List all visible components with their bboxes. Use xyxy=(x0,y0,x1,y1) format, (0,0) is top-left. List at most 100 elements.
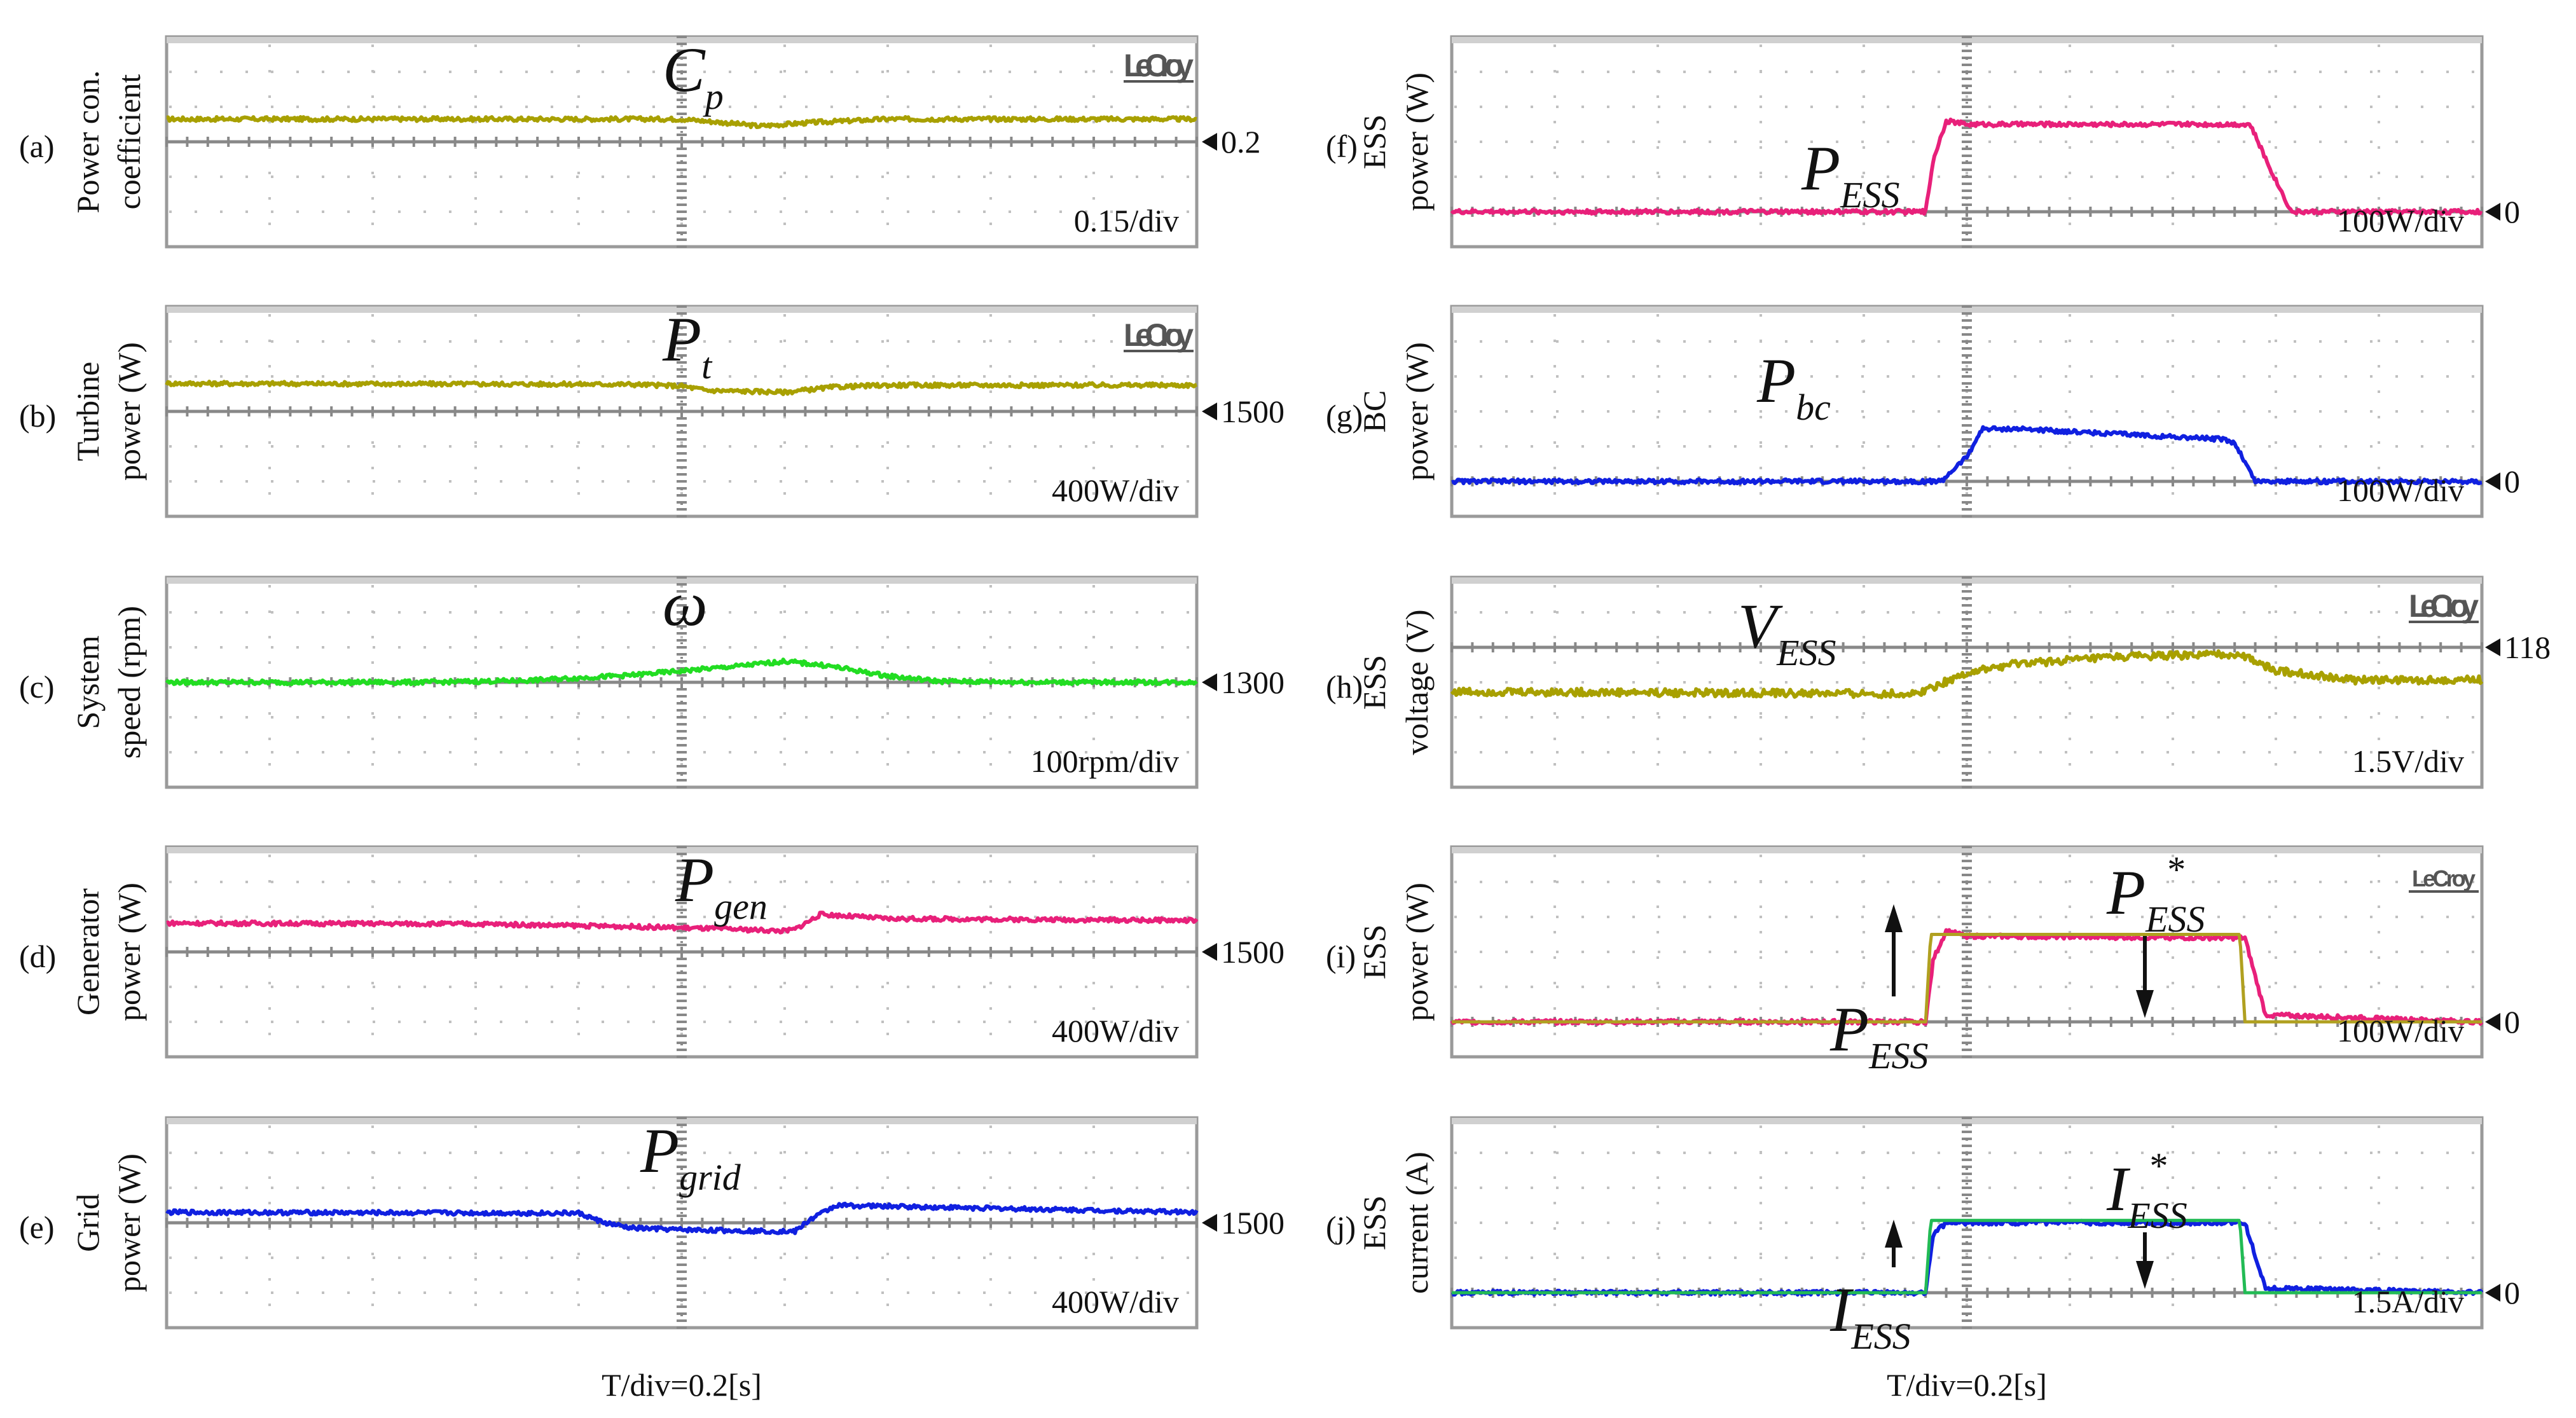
trace-omega xyxy=(165,657,1198,687)
trace-label-sub: bc xyxy=(1796,387,1831,428)
scale-label: 100rpm/div xyxy=(1031,743,1179,779)
trace-label-main: P xyxy=(1756,345,1796,416)
scale-label: 1.5V/div xyxy=(2352,743,2464,779)
scale-label: 100W/div xyxy=(2337,1013,2464,1049)
reference-value-label: 0 xyxy=(2504,1275,2520,1311)
trace-label-main: P xyxy=(1801,133,1840,203)
panel-letter: (c) xyxy=(19,669,55,705)
panel-d: 400W/div 1500 (d) Generator power (W) Pgen xyxy=(19,844,1285,1059)
scale-label: 400W/div xyxy=(1052,1013,1179,1049)
reference-value-label: 1500 xyxy=(1221,394,1285,429)
trace-label-main: I xyxy=(1829,1274,1854,1345)
reference-marker-icon xyxy=(2485,1284,2500,1302)
panel-g: 100W/div 0 (g)BC power (W) Pbc xyxy=(1326,305,2520,518)
scale-label: 400W/div xyxy=(1052,1284,1179,1319)
trace-label-sub: ESS xyxy=(1850,1316,1910,1357)
y-axis-label-line: power (W) xyxy=(111,883,147,1021)
actual-arrow-head-icon xyxy=(1885,1220,1903,1248)
panel-top-bar xyxy=(1452,306,2482,313)
panel-top-bar xyxy=(167,37,1197,43)
trace-label-main: ω xyxy=(663,568,708,639)
reference-trace-label: IESS * xyxy=(2106,1145,2187,1236)
trace-label-main: P xyxy=(662,304,701,375)
trace-iess-ref xyxy=(1451,1218,2483,1295)
trace-label-sub: ESS xyxy=(1776,632,1836,673)
reference-value-label: 0 xyxy=(2504,1004,2520,1040)
panel-top-bar xyxy=(1452,37,2482,43)
panel-letter: (j) xyxy=(1326,1209,1356,1245)
trace-pgrid xyxy=(165,1201,1199,1236)
trace-pt xyxy=(165,380,1197,396)
panel-a: 0.15/div 0.2 (a) Power con. coefficient LeCro… xyxy=(19,34,1261,249)
reference-marker-icon xyxy=(1202,673,1217,691)
brand-logo: LeCroy xyxy=(1124,48,1194,83)
trace-label: PESS xyxy=(1801,133,1900,216)
panel-letter: (e) xyxy=(19,1209,55,1245)
panel-top-bar xyxy=(167,306,1197,313)
scale-label: 100W/div xyxy=(2337,472,2464,508)
y-axis-label-line: power (W) xyxy=(111,1153,147,1292)
trace-cp xyxy=(166,115,1197,130)
panel-letter: (i) xyxy=(1326,939,1356,974)
trace-label-main: P xyxy=(1829,994,1869,1064)
reference-value-label: 1300 xyxy=(1221,664,1285,700)
trace-label-sub: ESS xyxy=(2127,1195,2187,1236)
trace-pgen xyxy=(166,911,1199,935)
scale-label: 1.5A/div xyxy=(2352,1284,2464,1319)
trace-pbc xyxy=(1451,425,2483,486)
reference-marker-icon xyxy=(2485,1013,2500,1031)
time-div-label-left: T/div=0.2[s] xyxy=(602,1367,762,1403)
scale-label: 400W/div xyxy=(1052,472,1179,508)
panel-top-bar xyxy=(167,847,1197,853)
actual-arrow-head-icon xyxy=(1885,904,1903,932)
trace-label-sub: grid xyxy=(679,1157,741,1198)
panel-letter: (a) xyxy=(19,128,55,164)
panel-top-bar xyxy=(1452,1118,2482,1124)
reference-arrow-head-icon xyxy=(2136,1261,2154,1289)
trace-label-sub: p xyxy=(703,76,724,117)
reference-marker-icon xyxy=(2485,472,2500,490)
time-div-label-right: T/div=0.2[s] xyxy=(1887,1367,2047,1403)
brand-logo: LeCroy xyxy=(1124,317,1194,353)
y-axis-label-line: Power con. xyxy=(70,71,106,214)
panel-top-bar xyxy=(167,1118,1197,1124)
y-axis-label-line: Generator xyxy=(70,888,106,1015)
trace-label: VESS xyxy=(1738,591,1836,673)
scale-label: 0.15/div xyxy=(1074,203,1179,238)
reference-value-label: 118 xyxy=(2504,630,2551,665)
trace-label: Pgen xyxy=(675,844,768,927)
brand-logo: LeCroy xyxy=(2412,865,2476,891)
reference-value-label: 0 xyxy=(2504,464,2520,499)
panel-b: 400W/div 1500 (b) Turbine power (W) LeCroy Pt xyxy=(19,304,1285,518)
y-axis-label-line: Grid xyxy=(70,1194,106,1252)
trace-label: ω xyxy=(663,568,708,639)
y-axis-label-line: System xyxy=(70,635,106,729)
panel-letter: (h) xyxy=(1326,669,1363,705)
y-axis-label-line: ESS xyxy=(1356,925,1392,979)
trace-pess-ref xyxy=(1451,933,2483,1024)
trace-label: IESS xyxy=(1829,1274,1911,1357)
trace-label-main: P xyxy=(640,1115,679,1186)
panel-top-bar xyxy=(167,577,1197,584)
y-axis-label-line: power (W) xyxy=(1399,72,1435,211)
y-axis-label-line: power (W) xyxy=(1399,883,1435,1021)
reference-value-label: 0 xyxy=(2504,194,2520,230)
brand-logo: LeCroy xyxy=(2409,588,2479,624)
trace-label-sub: gen xyxy=(714,886,768,927)
y-axis-label-line: ESS xyxy=(1356,114,1392,169)
panel-top-bar xyxy=(1452,577,2482,584)
panel-e: 400W/div 1500 (e) Grid power (W) Pgrid xyxy=(19,1115,1285,1330)
trace-label-main: P xyxy=(675,844,714,915)
y-axis-label-line: current (A) xyxy=(1399,1152,1435,1294)
y-axis-label-line: power (W) xyxy=(111,342,147,481)
trace-label-sub: t xyxy=(701,345,713,387)
panel-letter: (f) xyxy=(1326,128,1358,164)
trace-label: Pbc xyxy=(1756,345,1831,428)
trace-pess xyxy=(1450,117,2483,216)
y-axis-label-line: Turbine xyxy=(70,362,106,462)
panel-letter: (b) xyxy=(19,398,56,434)
reference-marker-icon xyxy=(1202,1214,1217,1232)
reference-trace-label: PESS * xyxy=(2106,849,2205,940)
y-axis-label-line: power (W) xyxy=(1399,342,1435,481)
